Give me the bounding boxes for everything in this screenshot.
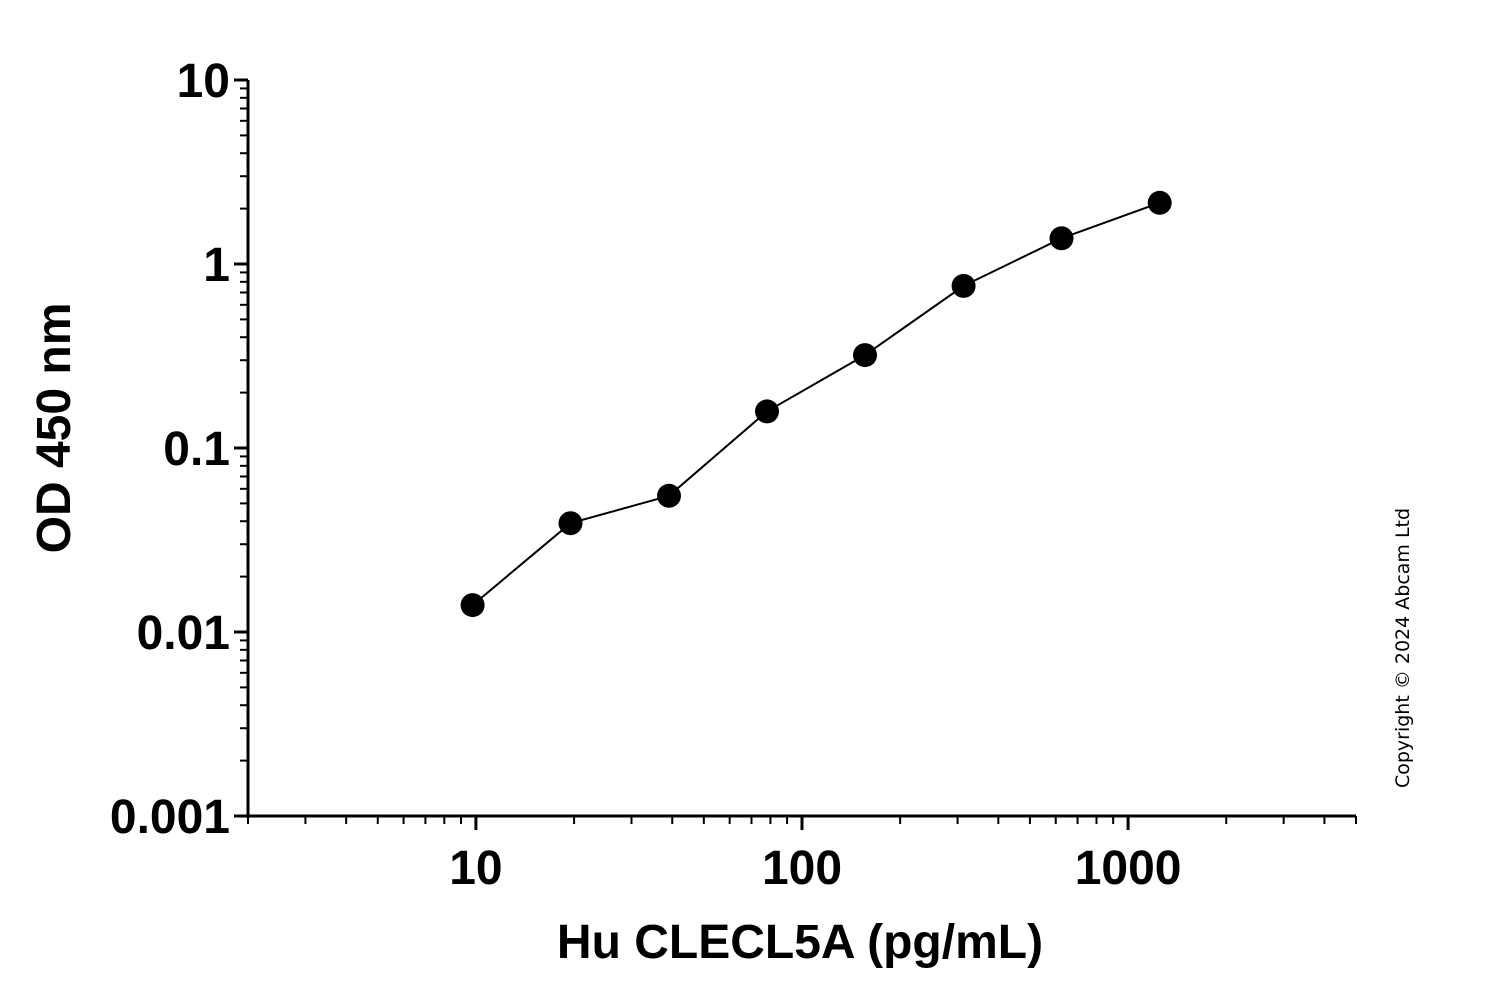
series-line-0	[471, 201, 1161, 606]
series	[460, 190, 1172, 618]
copyright-watermark: Copyright © 2024 Abcam Ltd	[1392, 508, 1414, 788]
y-tick-label-3: 1	[203, 239, 230, 292]
y-axis-title: OD 450 nm	[28, 303, 81, 554]
ticks: 0.001 0.01 0.1 1 10 10 100 1000	[110, 55, 1182, 895]
data-point-5	[951, 273, 976, 298]
y-tick-label-0: 0.001	[110, 791, 230, 844]
data-point-6	[1049, 226, 1074, 251]
data-point-7	[1147, 190, 1172, 215]
data-point-3	[755, 399, 779, 424]
data-point-2	[657, 483, 681, 508]
y-tick-label-2: 0.1	[163, 423, 230, 476]
x-tick-label-1: 100	[762, 842, 842, 895]
x-tick-label-0: 10	[449, 842, 502, 895]
data-point-1	[558, 511, 583, 536]
data-point-4	[853, 343, 877, 368]
minor-ticks	[240, 87, 1357, 824]
y-tick-label-4: 10	[177, 55, 230, 108]
x-tick-label-2: 1000	[1075, 842, 1182, 895]
data-point-0	[460, 593, 485, 618]
y-tick-label-1: 0.01	[137, 607, 230, 660]
axes	[246, 80, 1356, 818]
x-axis-title: Hu CLECL5A (pg/mL)	[557, 916, 1043, 969]
